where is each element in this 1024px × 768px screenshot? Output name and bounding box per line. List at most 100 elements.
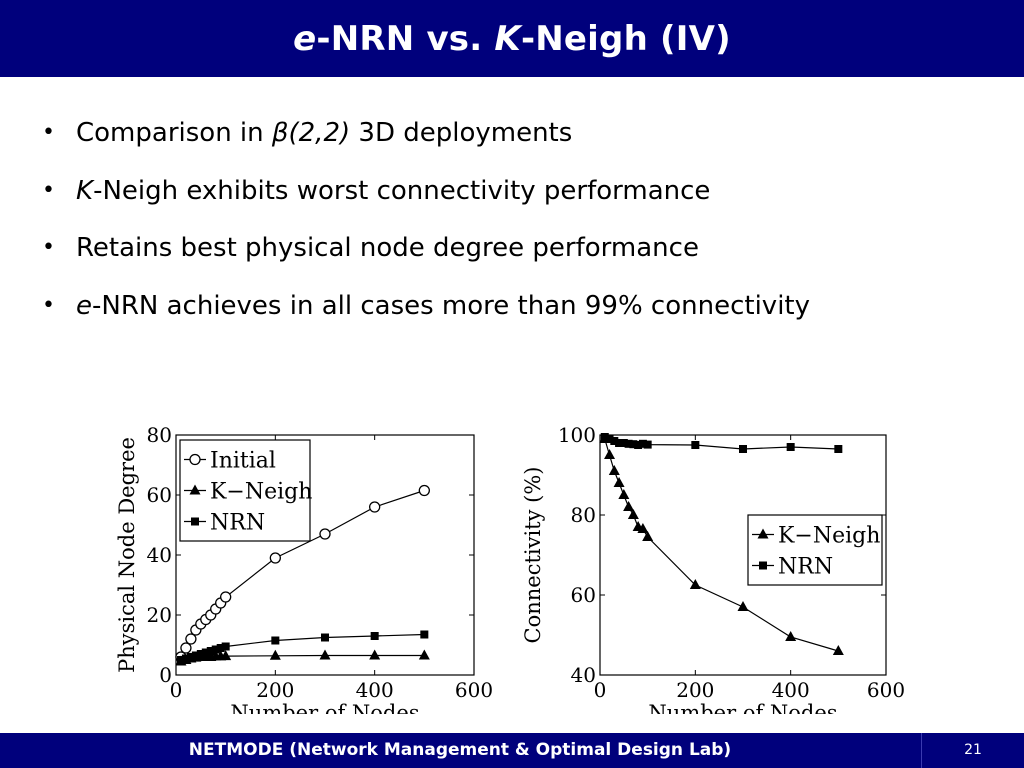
page-number: 21 <box>964 742 982 758</box>
degree-series-initial-point <box>369 501 381 513</box>
degree-series-nrn-point <box>221 642 230 651</box>
degree-y-tick-label: 80 <box>147 423 172 447</box>
bullet-text-post: -NRN achieves in all cases more than 99%… <box>92 290 810 321</box>
connectivity-legend-box <box>747 514 883 586</box>
degree-legend-label-nrn: NRN <box>210 511 265 536</box>
connectivity-series-nrn-point <box>629 440 638 449</box>
bullet-dot: • <box>42 177 55 203</box>
connectivity-series-nrn-point <box>610 437 619 445</box>
connectivity-series-nrn-point <box>619 439 628 447</box>
connectivity-series-k-neigh-point <box>618 489 630 499</box>
title-italic-k: K <box>494 18 521 59</box>
degree-legend-marker <box>191 517 199 526</box>
bullet-dot: • <box>42 235 55 260</box>
connectivity-legend-label-nrn: NRN <box>778 555 833 580</box>
connectivity-series-k-neigh-point <box>642 531 654 541</box>
bullet-item: • Retains best physical node degree perfo… <box>42 227 810 285</box>
bullet-text-post: -Neigh exhibits worst connectivity perfo… <box>93 175 711 206</box>
degree-y-tick-label: 40 <box>147 543 172 567</box>
degree-series-nrn-point <box>211 645 220 654</box>
connectivity-series-nrn-point <box>605 435 614 443</box>
connectivity-x-tick-label: 200 <box>676 678 714 702</box>
degree-series-nrn-point <box>176 656 185 664</box>
degree-series-k-neigh-point <box>369 649 381 660</box>
connectivity-chart-svg: 0 200 400 600 40 60 80 100 Number of Nodes Connec… <box>521 423 905 725</box>
title-text-2: -Neigh (IV) <box>520 18 731 59</box>
connectivity-series-nrn-point <box>615 439 624 447</box>
connectivity-series-k-neigh-point <box>832 645 844 655</box>
degree-legend-label-k-neigh: K−Neigh <box>210 480 312 505</box>
footer-divider <box>921 733 922 768</box>
bullet-italic: e <box>76 290 92 321</box>
degree-series-nrn-point <box>191 651 200 660</box>
slide-title: e-NRN vs. K-Neigh (IV) <box>293 19 731 59</box>
connectivity-y-tick-label: 40 <box>571 663 596 687</box>
degree-series-k-neigh-point <box>319 649 331 660</box>
bullet-italic: β(2,2) <box>271 118 351 148</box>
title-italic-e: e <box>293 18 317 59</box>
degree-series-nrn-point <box>201 648 210 657</box>
degree-y-axis-label: Physical Node Degree <box>115 437 139 673</box>
connectivity-series-k-neigh-point <box>613 477 625 487</box>
connectivity-series-nrn-point <box>834 445 843 453</box>
degree-legend-marker <box>189 453 201 466</box>
footer-bar: NETMODE (Network Management & Optimal De… <box>0 733 1024 768</box>
degree-series-nrn-point <box>370 632 379 640</box>
degree-series-k-neigh-point <box>418 649 430 660</box>
connectivity-x-tick-label: 0 <box>594 678 607 702</box>
connectivity-x-tick-label: 400 <box>772 678 810 702</box>
degree-x-tick-label: 400 <box>356 678 394 702</box>
connectivity-x-axis-label: Number of Nodes <box>648 701 837 714</box>
bullet-dot: • <box>42 120 55 145</box>
connectivity-series-nrn-point <box>691 441 700 449</box>
bullet-text-post: 3D deployments <box>350 118 573 148</box>
degree-series-nrn-point <box>420 630 429 639</box>
connectivity-legend-label-k-neigh: K−Neigh <box>778 524 880 549</box>
connectivity-series-nrn-point <box>634 441 643 449</box>
connectivity-x-tick-label: 600 <box>867 678 905 702</box>
connectivity-chart: 0 200 400 600 40 60 80 100 Number of Nodes Connec… <box>518 418 914 725</box>
degree-x-axis-label: Number of Nodes <box>230 701 419 714</box>
node-degree-chart-svg: 0 200 400 600 0 20 40 60 80 Number of Nodes Physic… <box>115 423 493 725</box>
connectivity-series-k-neigh-point <box>623 501 635 511</box>
degree-legend-label-initial: Initial <box>210 449 276 474</box>
bullet-text: Comparison in <box>76 118 272 148</box>
degree-series-initial-point <box>269 552 281 564</box>
degree-series-initial-point <box>185 633 197 645</box>
degree-y-tick-label: 0 <box>159 663 172 687</box>
degree-series-nrn-point <box>181 654 190 663</box>
degree-series-nrn-point <box>321 633 329 642</box>
title-text-1: -NRN vs. <box>316 18 495 59</box>
connectivity-legend-marker <box>759 561 767 570</box>
connectivity-plot-frame <box>599 434 887 676</box>
connectivity-series-nrn-point <box>638 439 647 448</box>
connectivity-series-nrn-point <box>643 440 652 449</box>
degree-series-initial-point <box>418 484 430 497</box>
connectivity-series-k-neigh-point <box>689 579 701 589</box>
degree-series-k-neigh-point <box>269 649 281 660</box>
degree-series-nrn-point <box>216 644 225 652</box>
connectivity-y-tick-label: 80 <box>571 503 596 527</box>
bullet-dot: • <box>42 292 55 318</box>
connectivity-series-k-neigh-point <box>637 523 649 533</box>
degree-y-tick-label: 20 <box>147 603 172 627</box>
connectivity-series-nrn-point <box>739 445 747 453</box>
title-bar: e-NRN vs. K-Neigh (IV) <box>0 0 1024 77</box>
footer-text: NETMODE (Network Management & Optimal De… <box>188 740 732 760</box>
bullet-item: • K-Neigh exhibits worst connectivity per… <box>42 170 810 228</box>
degree-y-tick-label: 60 <box>147 483 172 507</box>
degree-x-tick-label: 0 <box>170 678 183 702</box>
degree-series-nrn-point <box>271 636 280 645</box>
bullet-list: • Comparison in β(2,2) 3D deployments • K-… <box>42 112 810 342</box>
connectivity-y-tick-label: 60 <box>571 583 596 607</box>
degree-x-tick-label: 200 <box>256 678 294 702</box>
connectivity-y-axis-label: Connectivity (%) <box>521 466 545 643</box>
degree-series-nrn-point <box>186 653 195 661</box>
degree-series-nrn-point <box>206 647 215 655</box>
bullet-text: Retains best physical node degree perfor… <box>76 233 699 263</box>
connectivity-series-k-neigh-point <box>608 465 620 475</box>
degree-x-tick-label: 600 <box>455 678 493 702</box>
connectivity-legend-marker <box>757 528 769 539</box>
node-degree-chart: 0 200 400 600 0 20 40 60 80 Number of Nodes Physic… <box>110 418 502 725</box>
